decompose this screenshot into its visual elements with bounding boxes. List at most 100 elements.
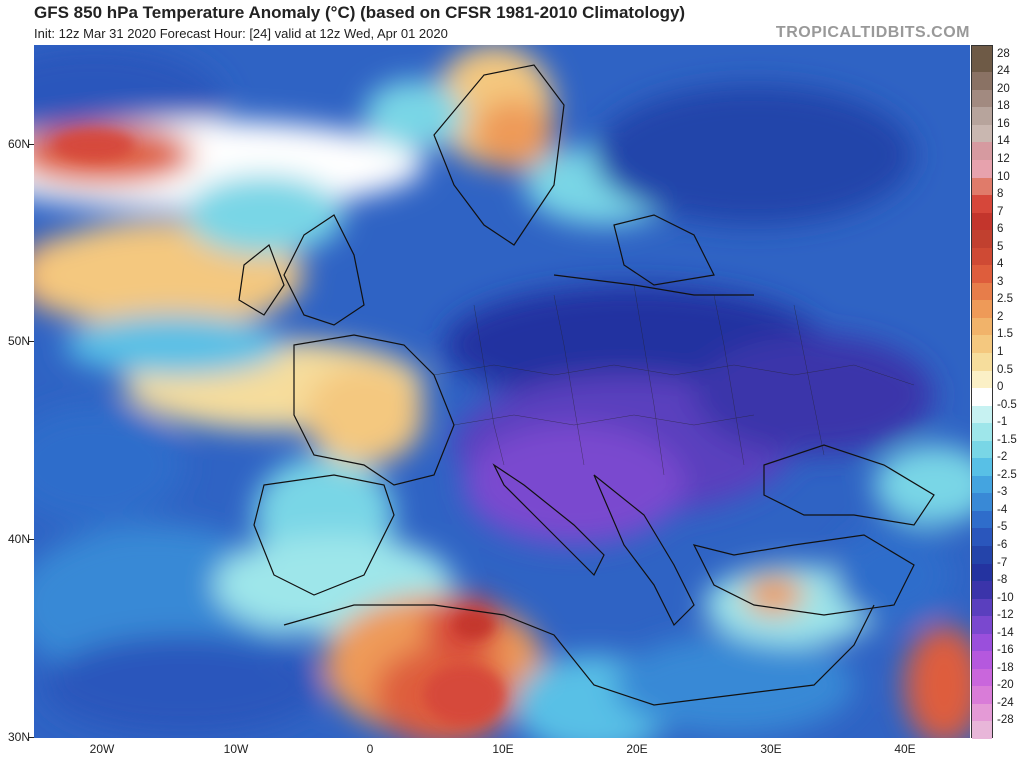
color-scale-label: 4 [997, 258, 1004, 271]
color-scale-segment [972, 616, 992, 635]
color-scale-label: -1.5 [997, 433, 1017, 446]
anomaly-map[interactable] [34, 45, 970, 738]
color-scale-segment [972, 370, 992, 389]
lat-tick [28, 737, 34, 738]
color-scale-segment [972, 598, 992, 617]
color-scale-label: 6 [997, 223, 1004, 236]
color-scale-segment [972, 493, 992, 512]
color-scale-segment [972, 458, 992, 477]
forecast-info: Init: 12z Mar 31 2020 Forecast Hour: [24… [34, 26, 448, 41]
color-scale-label: -4 [997, 503, 1008, 516]
color-scale-segment [972, 177, 992, 196]
color-scale-label: -16 [997, 644, 1014, 657]
color-scale-label: 8 [997, 188, 1004, 201]
color-scale-label: 18 [997, 100, 1010, 113]
color-scale-label: -12 [997, 609, 1014, 622]
color-scale-segment [972, 212, 992, 231]
lat-tick [28, 539, 34, 540]
lon-label: 10E [492, 742, 514, 756]
color-scale-segment [972, 686, 992, 705]
color-scale-label: 3 [997, 275, 1004, 288]
color-scale-label: -3 [997, 486, 1008, 499]
lon-label: 30E [760, 742, 782, 756]
color-scale-segment [972, 46, 992, 55]
color-scale-label: -10 [997, 591, 1014, 604]
color-scale-label: 0.5 [997, 363, 1013, 376]
color-scale-label: -7 [997, 556, 1008, 569]
color-scale-segment [972, 668, 992, 687]
color-scale-segment [972, 528, 992, 547]
color-scale-label: -5 [997, 521, 1008, 534]
color-scale-bar [971, 45, 993, 740]
color-scale-segment [972, 265, 992, 284]
color-scale-segment [972, 142, 992, 161]
color-scale-label: 7 [997, 205, 1004, 218]
color-scale-segment [972, 124, 992, 143]
color-scale-label: 10 [997, 170, 1010, 183]
color-scale-label: 5 [997, 240, 1004, 253]
color-scale-label: -6 [997, 539, 1008, 551]
color-scale-label: 1 [997, 346, 1004, 359]
color-scale-label: 20 [997, 82, 1010, 95]
color-scale-segment [972, 633, 992, 652]
lon-label: 10W [223, 742, 249, 756]
color-scale-label: 1.5 [997, 328, 1013, 341]
color-scale-label: -24 [997, 696, 1014, 709]
lon-label: 20E [626, 742, 648, 756]
color-scale-label: -2.5 [997, 468, 1017, 481]
lat-tick [28, 341, 34, 342]
lat-tick [28, 144, 34, 145]
color-scale-label: -0.5 [997, 398, 1017, 411]
color-scale-segment [972, 703, 992, 722]
coastlines [238, 64, 935, 706]
lon-label: 40E [894, 742, 916, 756]
color-scale-segment [972, 107, 992, 126]
color-scale-segment [972, 581, 992, 600]
lat-label: 30N [7, 730, 30, 744]
color-scale-segment [972, 440, 992, 459]
color-scale-segment [972, 282, 992, 301]
map-title: GFS 850 hPa Temperature Anomaly (°C) (ba… [34, 3, 686, 22]
color-scale-label: 14 [997, 135, 1010, 148]
color-scale-label: 2 [997, 310, 1004, 323]
borders [433, 284, 915, 476]
color-scale-label: 0 [997, 381, 1004, 394]
color-scale-segment [972, 317, 992, 336]
color-scale-label: -28 [997, 714, 1014, 727]
color-scale-segment [972, 353, 992, 372]
color-scale-label: 2.5 [997, 293, 1013, 306]
color-scale-segment [972, 546, 992, 565]
color-scale-segment [972, 160, 992, 179]
color-scale-segment [972, 54, 992, 73]
color-scale-segment [972, 230, 992, 249]
color-scale-segment [972, 89, 992, 108]
color-scale-label: 16 [997, 117, 1010, 130]
color-scale-segment [972, 247, 992, 266]
lon-label: 20W [89, 742, 115, 756]
color-scale-segment [972, 651, 992, 670]
lat-label: 50N [7, 334, 30, 348]
color-scale-segment [972, 405, 992, 424]
color-scale-segment [972, 300, 992, 319]
color-scale-label: -14 [997, 626, 1014, 639]
color-scale-label: 28 [997, 47, 1010, 60]
color-scale-segment [972, 72, 992, 91]
color-scale-segment [972, 563, 992, 582]
color-scale-label: -18 [997, 661, 1014, 674]
color-scale-segment [972, 335, 992, 354]
lat-label: 40N [7, 532, 30, 546]
lon-label: 0 [366, 742, 374, 756]
color-scale-segment [972, 721, 992, 740]
brand-watermark: TROPICALTIDBITS.COM [775, 24, 970, 41]
color-scale-segment [972, 195, 992, 214]
color-scale-label: -8 [997, 574, 1008, 587]
color-scale-segment [972, 388, 992, 407]
color-scale-label: -1 [997, 416, 1008, 429]
color-scale-segment [972, 423, 992, 442]
color-scale-label: 24 [997, 65, 1010, 78]
color-scale-segment [972, 510, 992, 529]
color-scale-label: 12 [997, 153, 1010, 166]
color-scale-segment [972, 475, 992, 494]
color-scale-label: -2 [997, 451, 1008, 464]
anomaly-field [34, 45, 970, 738]
